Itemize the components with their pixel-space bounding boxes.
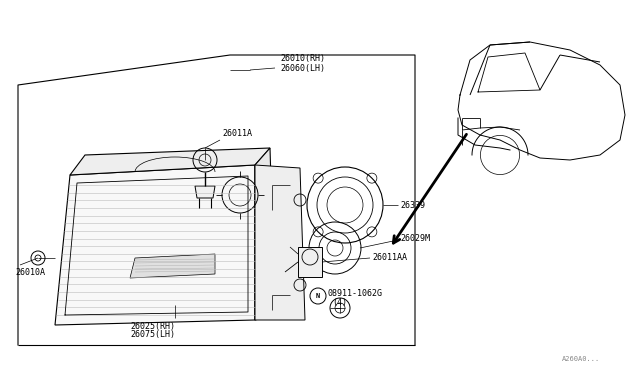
Text: (4): (4)	[332, 298, 347, 308]
Text: 26010A: 26010A	[15, 268, 45, 277]
Text: 26011A: 26011A	[222, 129, 252, 138]
Polygon shape	[70, 148, 270, 175]
Text: N: N	[316, 293, 320, 299]
Text: 26025(RH): 26025(RH)	[130, 322, 175, 331]
Text: A260A0...: A260A0...	[562, 356, 600, 362]
Text: 26029M: 26029M	[400, 234, 430, 243]
Polygon shape	[298, 247, 322, 277]
Polygon shape	[255, 148, 275, 320]
Text: 26011AA: 26011AA	[372, 253, 407, 263]
Text: 26075(LH): 26075(LH)	[130, 330, 175, 339]
Polygon shape	[55, 165, 255, 325]
Polygon shape	[130, 254, 215, 278]
Text: 26010(RH): 26010(RH)	[280, 54, 325, 63]
Text: 26060(LH): 26060(LH)	[280, 64, 325, 73]
Text: 08911-1062G: 08911-1062G	[328, 289, 383, 298]
Text: 26339: 26339	[400, 201, 425, 209]
Polygon shape	[255, 165, 305, 320]
Polygon shape	[195, 186, 215, 198]
